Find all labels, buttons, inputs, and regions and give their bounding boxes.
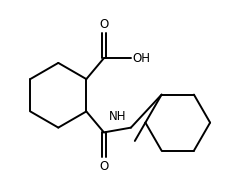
Text: O: O xyxy=(99,160,108,173)
Text: OH: OH xyxy=(132,52,150,65)
Text: NH: NH xyxy=(108,110,126,123)
Text: O: O xyxy=(99,18,108,31)
